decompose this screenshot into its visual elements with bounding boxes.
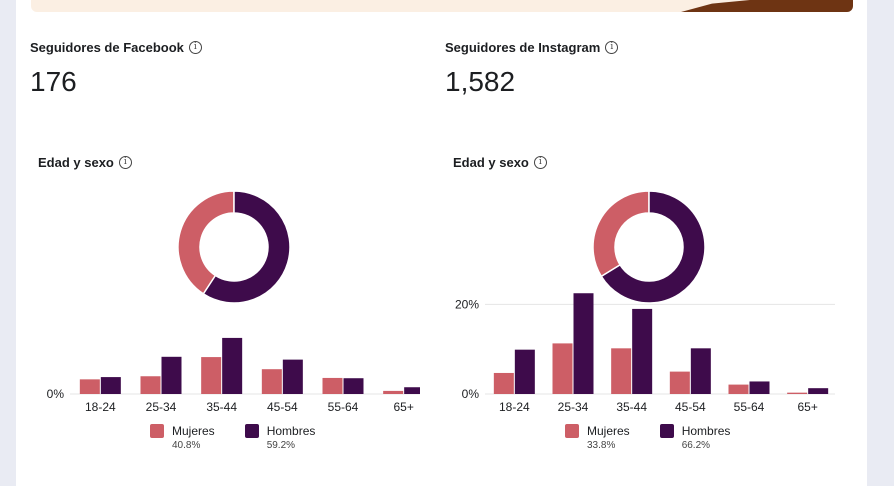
bar-mujeres-55-64[interactable]	[322, 377, 343, 394]
legend-name: Mujeres	[587, 424, 630, 438]
bar-mujeres-55-64[interactable]	[728, 384, 749, 394]
x-tick-label: 65+	[797, 400, 817, 414]
y-tick-label: 20%	[455, 297, 479, 311]
facebook-age-gender-title: Edad y sexo	[38, 155, 114, 170]
x-tick-label: 55-64	[734, 400, 765, 414]
bar-hombres-55-64[interactable]	[749, 381, 770, 394]
bar-hombres-45-54[interactable]	[690, 348, 711, 394]
legend-name: Hombres	[681, 424, 731, 438]
facebook-followers-title: Seguidores de Facebook	[30, 40, 184, 55]
instagram-column: Seguidores de Instagram i 1,582 Edad y s…	[415, 0, 835, 486]
facebook-age-gender-label: Edad y sexo i	[38, 155, 132, 170]
bar-mujeres-35-44[interactable]	[201, 357, 222, 394]
x-tick-label: 25-34	[146, 400, 177, 414]
instagram-age-gender-label: Edad y sexo i	[453, 155, 547, 170]
legend-pct: 33.8%	[587, 440, 616, 451]
bar-hombres-18-24[interactable]	[514, 349, 535, 394]
legend-pct: 59.2%	[266, 440, 296, 451]
facebook-followers-label: Seguidores de Facebook i	[30, 40, 202, 55]
legend-men[interactable]: Hombres 66.2%	[659, 424, 731, 451]
bar-mujeres-65+[interactable]	[787, 392, 808, 394]
x-tick-label: 25-34	[558, 400, 589, 414]
instagram-followers-title: Seguidores de Instagram	[445, 40, 601, 55]
legend-men[interactable]: Hombres 59.2%	[244, 424, 316, 451]
instagram-followers-label: Seguidores de Instagram i	[445, 40, 619, 55]
bar-mujeres-45-54[interactable]	[669, 371, 690, 394]
instagram-followers-count: 1,582	[445, 66, 516, 97]
legend-pct: 66.2%	[681, 440, 711, 451]
bar-mujeres-65+[interactable]	[383, 390, 404, 394]
bar-hombres-45-54[interactable]	[282, 359, 303, 394]
legend-swatch-men	[659, 424, 674, 438]
x-tick-label: 55-64	[328, 400, 359, 414]
bar-hombres-35-44[interactable]	[632, 308, 653, 394]
donut-slice-mujeres[interactable]	[177, 190, 235, 295]
x-tick-label: 35-44	[616, 400, 647, 414]
info-icon[interactable]: i	[533, 156, 547, 169]
bar-mujeres-25-34[interactable]	[552, 343, 573, 394]
donut-slice-hombres[interactable]	[202, 190, 291, 304]
bar-mujeres-25-34[interactable]	[140, 376, 161, 394]
bar-mujeres-18-24[interactable]	[493, 372, 514, 394]
banner-illustration	[681, 0, 853, 12]
instagram-age-gender-chart: 0% 20% 18-24 25-34 35-44 45-54 55-64 65+	[455, 190, 835, 414]
legend-swatch-women	[150, 424, 164, 438]
donut-slice-hombres[interactable]	[600, 190, 706, 304]
legend-pct: 40.8%	[172, 440, 201, 451]
bar-hombres-65+[interactable]	[808, 388, 829, 394]
legend-name: Hombres	[266, 424, 316, 438]
bar-hombres-35-44[interactable]	[222, 337, 243, 394]
bar-mujeres-45-54[interactable]	[261, 369, 282, 394]
y-tick-label: 0%	[462, 387, 480, 401]
bar-hombres-65+[interactable]	[404, 387, 420, 394]
legend-swatch-women	[565, 424, 579, 438]
legend-women[interactable]: Mujeres 33.8%	[565, 424, 630, 451]
facebook-followers-count: 176	[30, 66, 77, 97]
facebook-age-gender-chart: 0% 18-24 25-34 35-44 45-54 55-64 65+	[47, 190, 420, 414]
promo-banner	[31, 0, 853, 12]
instagram-legend: Mujeres 33.8% Hombres 66.2%	[565, 424, 730, 451]
bar-hombres-25-34[interactable]	[573, 293, 594, 394]
x-tick-label: 35-44	[206, 400, 237, 414]
donut-slice-mujeres[interactable]	[592, 190, 650, 278]
instagram-age-gender-title: Edad y sexo	[453, 155, 529, 170]
info-icon[interactable]: i	[605, 41, 619, 54]
legend-name: Mujeres	[172, 424, 215, 438]
bar-mujeres-18-24[interactable]	[79, 379, 100, 394]
facebook-legend: Mujeres 40.8% Hombres 59.2%	[150, 424, 315, 451]
info-icon[interactable]: i	[118, 156, 132, 169]
bar-hombres-25-34[interactable]	[161, 356, 182, 394]
facebook-column: Seguidores de Facebook i 176 Edad y sexo…	[0, 0, 420, 486]
x-tick-label: 45-54	[675, 400, 706, 414]
x-tick-label: 45-54	[267, 400, 298, 414]
y-tick-label: 0%	[47, 387, 65, 401]
x-tick-label: 65+	[393, 400, 413, 414]
info-icon[interactable]: i	[188, 41, 202, 54]
bar-mujeres-35-44[interactable]	[611, 348, 632, 394]
legend-swatch-men	[244, 424, 259, 438]
insights-card	[16, 0, 867, 486]
x-tick-label: 18-24	[499, 400, 530, 414]
x-tick-label: 18-24	[85, 400, 116, 414]
bar-hombres-18-24[interactable]	[100, 377, 121, 394]
bar-hombres-55-64[interactable]	[343, 378, 364, 394]
legend-women[interactable]: Mujeres 40.8%	[150, 424, 215, 451]
